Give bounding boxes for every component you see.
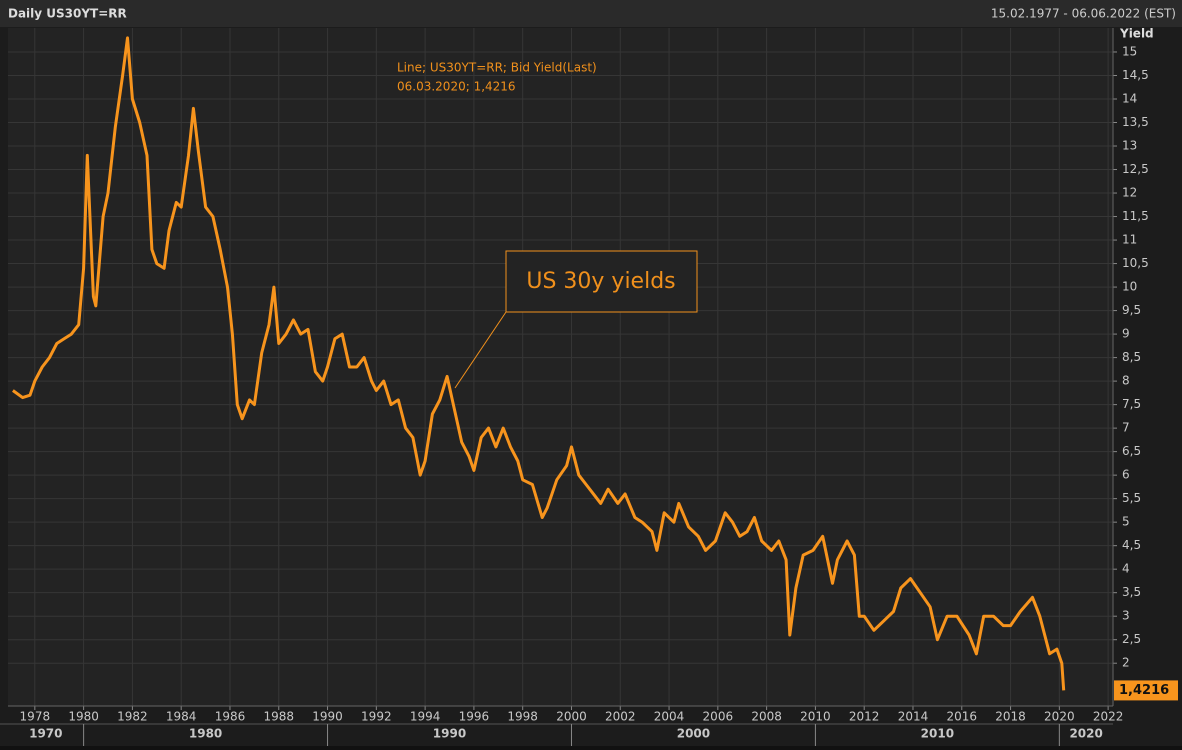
callout-leader xyxy=(454,311,507,389)
y-tick-label: 15 xyxy=(1122,44,1137,58)
y-tick-label: 13 xyxy=(1122,139,1137,153)
legend-line: 06.03.2020; 1,4216 xyxy=(397,80,516,94)
y-tick-label: 7 xyxy=(1122,421,1130,435)
decade-label: 1970 xyxy=(29,727,62,741)
y-tick-label: 11,5 xyxy=(1122,209,1149,223)
y-tick-label: 3 xyxy=(1122,609,1130,623)
y-tick-label: 8,5 xyxy=(1122,350,1141,364)
callout-text: US 30y yields xyxy=(526,269,675,294)
x-tick-label: 1998 xyxy=(507,710,538,724)
x-tick-label: 1988 xyxy=(263,710,294,724)
y-tick-label: 5 xyxy=(1122,515,1130,529)
y-tick-label: 3,5 xyxy=(1122,585,1141,599)
x-tick-label: 2020 xyxy=(1044,710,1075,724)
y-tick-label: 14,5 xyxy=(1122,68,1149,82)
y-tick-label: 6 xyxy=(1122,468,1130,482)
y-tick-label: 8 xyxy=(1122,374,1130,388)
decade-label: 1990 xyxy=(433,727,466,741)
decade-label: 1980 xyxy=(189,727,222,741)
y-tick-label: 12 xyxy=(1122,186,1137,200)
title-bar xyxy=(0,0,1182,27)
y-tick-label: 2 xyxy=(1122,656,1130,670)
y-tick-label: 9 xyxy=(1122,327,1130,341)
y-axis-label: Yield xyxy=(1119,27,1154,41)
decade-label: 2010 xyxy=(921,727,954,741)
x-tick-label: 2014 xyxy=(898,710,929,724)
y-tick-label: 14 xyxy=(1122,91,1137,105)
decade-label: 2020 xyxy=(1069,727,1102,741)
y-tick-label: 6,5 xyxy=(1122,444,1141,458)
y-tick-label: 10 xyxy=(1122,280,1137,294)
x-tick-label: 2010 xyxy=(800,710,831,724)
y-tick-label: 11 xyxy=(1122,233,1137,247)
y-tick-label: 5,5 xyxy=(1122,491,1141,505)
x-tick-label: 1984 xyxy=(166,710,197,724)
y-tick-label: 9,5 xyxy=(1122,303,1141,317)
x-tick-label: 2008 xyxy=(751,710,782,724)
x-tick-label: 2006 xyxy=(703,710,734,724)
x-tick-label: 1996 xyxy=(459,710,490,724)
x-tick-label: 2018 xyxy=(995,710,1026,724)
decade-label: 2000 xyxy=(677,727,710,741)
chart-title: Daily US30YT=RR xyxy=(8,7,127,21)
y-tick-label: 2,5 xyxy=(1122,632,1141,646)
legend-line: Line; US30YT=RR; Bid Yield(Last) xyxy=(397,61,597,75)
y-tick-label: 4,5 xyxy=(1122,538,1141,552)
x-tick-label: 2004 xyxy=(654,710,685,724)
y-tick-label: 12,5 xyxy=(1122,162,1149,176)
x-tick-label: 2002 xyxy=(605,710,636,724)
x-tick-label: 1986 xyxy=(215,710,246,724)
y-tick-label: 4 xyxy=(1122,562,1130,576)
y-tick-label: 13,5 xyxy=(1122,115,1149,129)
date-range: 15.02.1977 - 06.06.2022 (EST) xyxy=(991,7,1176,21)
data-line xyxy=(12,36,1066,691)
x-tick-label: 1980 xyxy=(68,710,99,724)
plot-area xyxy=(8,28,1113,706)
x-tick-label: 2016 xyxy=(946,710,977,724)
x-tick-label: 2022 xyxy=(1093,710,1124,724)
y-tick-label: 10,5 xyxy=(1122,256,1149,270)
end-label-box xyxy=(1114,680,1178,701)
x-tick-label: 1994 xyxy=(410,710,441,724)
x-tick-label: 1990 xyxy=(312,710,343,724)
x-tick-label: 1982 xyxy=(117,710,148,724)
end-label: 1,4216 xyxy=(1119,683,1169,698)
x-tick-label: 1992 xyxy=(361,710,392,724)
x-tick-label: 2012 xyxy=(849,710,880,724)
y-tick-label: 7,5 xyxy=(1122,397,1141,411)
x-tick-label: 1978 xyxy=(20,710,51,724)
callout-box xyxy=(505,250,698,313)
x-tick-label: 2000 xyxy=(556,710,587,724)
